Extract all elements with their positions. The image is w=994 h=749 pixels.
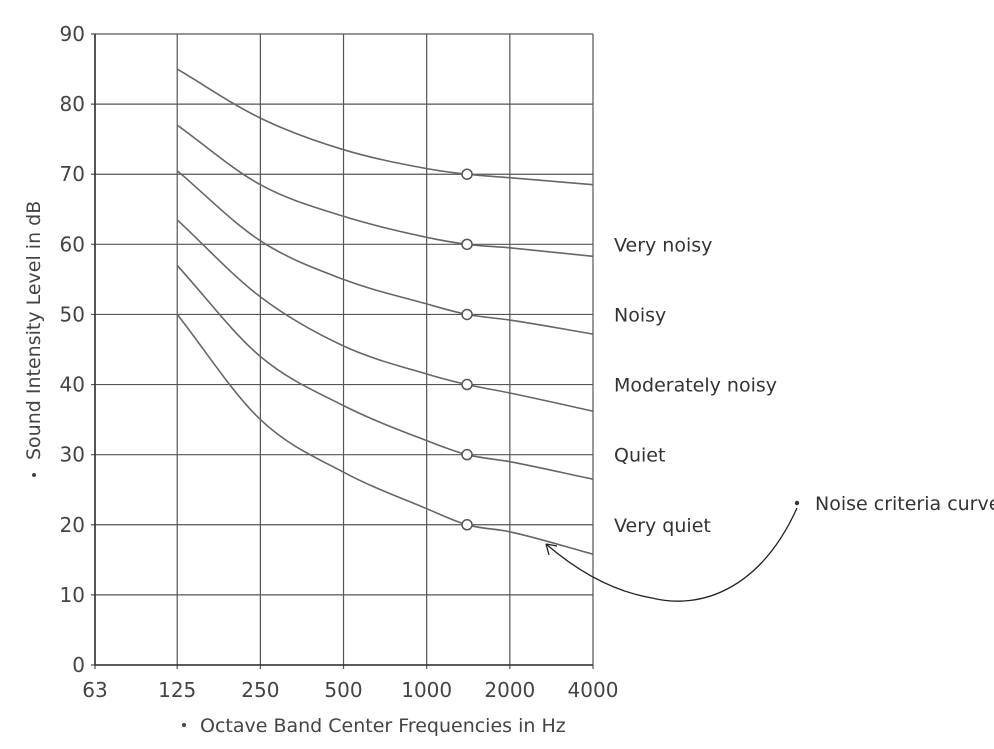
y-tick-label: 90 bbox=[60, 22, 85, 46]
annotation-label: Noise criteria curve bbox=[815, 493, 994, 515]
y-tick-label: 40 bbox=[60, 373, 85, 397]
x-tick-label: 63 bbox=[82, 678, 107, 702]
axes: 0 10 20 30 40 50 60 70 80 90 63 125 250 500 1000 2000 40… bbox=[23, 22, 618, 737]
grid bbox=[91, 33, 594, 669]
series-curves bbox=[176, 68, 594, 555]
y-tick-label: 80 bbox=[60, 92, 85, 116]
x-tick-label: 250 bbox=[241, 678, 279, 702]
series-curve bbox=[176, 219, 594, 412]
curve-marker bbox=[461, 519, 473, 531]
curve-marker bbox=[461, 238, 473, 251]
x-tick-label: 1000 bbox=[401, 678, 452, 702]
y-axis-title-bullet bbox=[32, 473, 36, 477]
y-tick-label: 20 bbox=[60, 513, 85, 537]
series-label: Very noisy bbox=[614, 234, 712, 256]
series-label: Quiet bbox=[614, 445, 665, 467]
y-axis-title: Sound Intensity Level in dB bbox=[23, 201, 45, 460]
annotation: Noise criteria curve bbox=[545, 493, 994, 602]
series-curve bbox=[176, 68, 594, 186]
series-curve bbox=[176, 170, 594, 335]
y-tick-label: 10 bbox=[60, 583, 85, 607]
y-tick-label: 70 bbox=[60, 162, 85, 186]
series-label: Moderately noisy bbox=[614, 375, 777, 397]
y-tick-label: 60 bbox=[60, 232, 85, 256]
x-axis-title: Octave Band Center Frequencies in Hz bbox=[200, 715, 566, 737]
curve-marker bbox=[461, 168, 473, 180]
x-tick-label: 2000 bbox=[484, 678, 535, 702]
series-curve bbox=[176, 124, 594, 258]
series-label: Very quiet bbox=[614, 515, 711, 537]
series-curve bbox=[176, 313, 594, 555]
x-tick-label: 500 bbox=[324, 678, 362, 702]
y-tick-label: 50 bbox=[60, 302, 85, 326]
y-tick-label: 0 bbox=[72, 653, 85, 677]
x-axis-title-bullet bbox=[182, 723, 186, 727]
annotation-arrow bbox=[545, 507, 798, 602]
curve-marker bbox=[461, 378, 473, 391]
series-curve bbox=[176, 264, 594, 480]
series-label: Noisy bbox=[614, 304, 666, 326]
curve-marker bbox=[461, 448, 473, 461]
series-labels: Very noisy Noisy Moderately noisy Quiet Very… bbox=[614, 234, 777, 536]
annotation-arrowhead bbox=[545, 543, 558, 556]
y-tick-label: 30 bbox=[60, 443, 85, 467]
annotation-bullet bbox=[794, 500, 800, 506]
x-tick-label: 125 bbox=[158, 678, 196, 702]
curve-marker bbox=[461, 308, 473, 321]
x-tick-label: 4000 bbox=[568, 678, 619, 702]
